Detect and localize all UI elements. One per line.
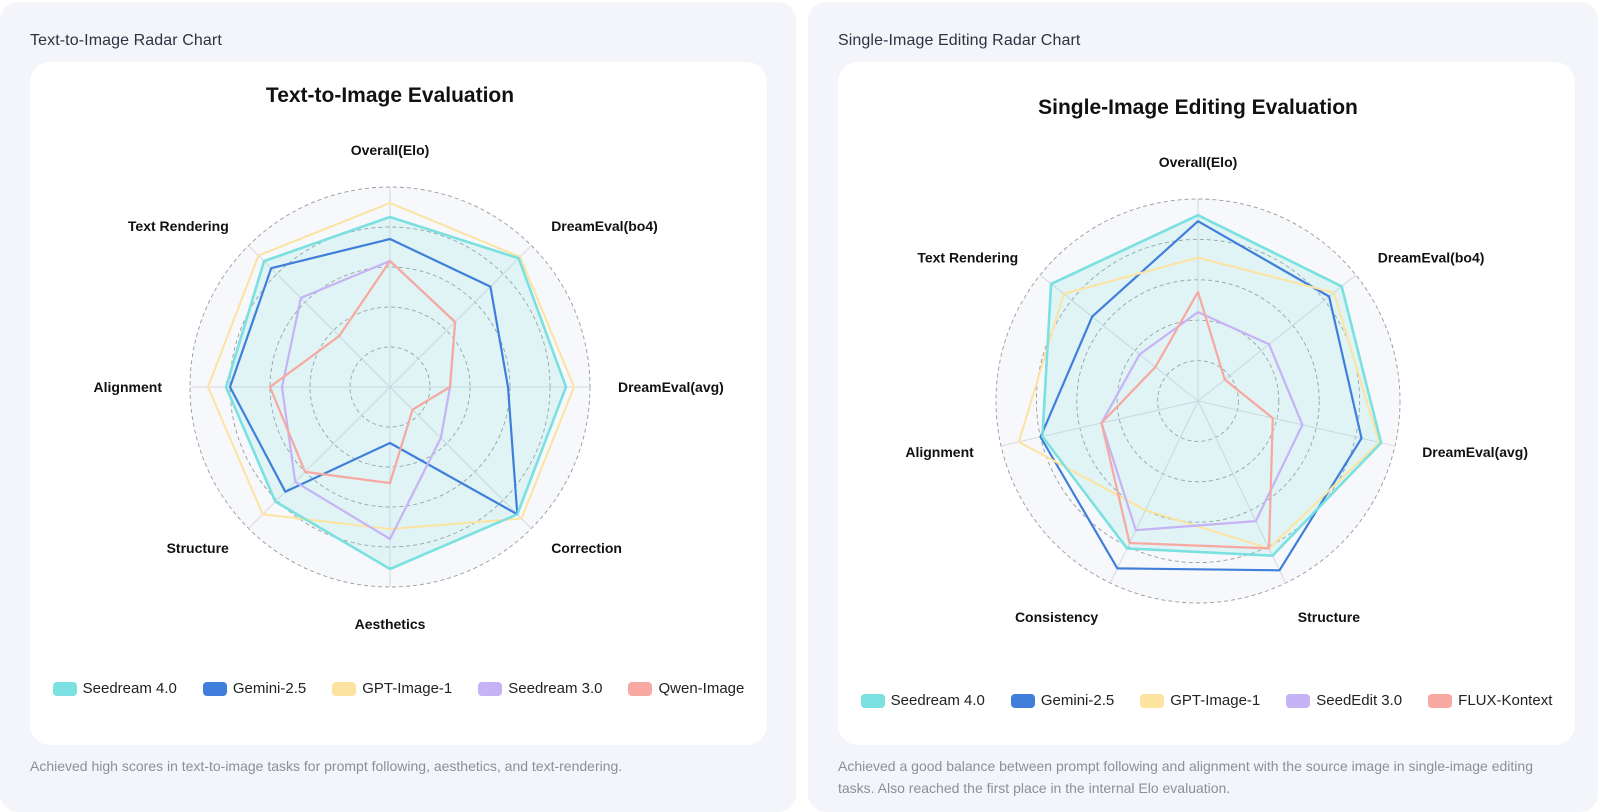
chart-legend: Seedream 4.0 Gemini-2.5 GPT-Image-1 Seedrea…	[30, 680, 767, 697]
axis-label-alignment: Alignment	[94, 379, 163, 395]
axis-label-dreameval-avg: DreamEval(avg)	[1422, 444, 1528, 460]
legend-item-qwen-image: Qwen-Image	[628, 680, 744, 697]
axis-label-consistency: Consistency	[1015, 609, 1098, 625]
axis-label-structure: Structure	[1298, 609, 1360, 625]
text-to-image-panel: Text-to-Image Radar Chart Text-to-Image …	[0, 2, 796, 812]
series-gemini-2-5	[228, 237, 519, 516]
axis-label-structure: Structure	[167, 540, 229, 556]
series-qwen-image	[268, 259, 457, 485]
radar-spoke	[1197, 400, 1287, 584]
series-flux-kontext	[1100, 290, 1274, 550]
legend-label: Seedream 4.0	[82, 680, 177, 697]
legend-swatch	[1286, 693, 1311, 708]
radar-spoke	[389, 386, 532, 529]
series-gpt-image-1	[1017, 256, 1381, 550]
axis-label-correction: Correction	[551, 540, 622, 556]
legend-swatch	[1428, 693, 1453, 708]
panel-heading: Text-to-Image Radar Chart	[30, 32, 222, 49]
radar-spoke	[1000, 400, 1199, 447]
chart-card: Single-Image Editing Evaluation Overall(…	[838, 62, 1575, 745]
radar-spoke	[1109, 400, 1199, 584]
legend-label: GPT-Image-1	[1170, 692, 1261, 709]
legend-item-gemini-2-5: Gemini-2.5	[1010, 692, 1115, 709]
single-image-editing-panel: Single-Image Editing Radar Chart Single-…	[808, 2, 1598, 812]
series-gpt-image-1	[207, 202, 575, 530]
radar-ring	[995, 198, 1401, 604]
legend-label: GPT-Image-1	[362, 680, 453, 697]
panel-caption: Achieved a good balance between prompt f…	[838, 758, 1533, 796]
axis-label-text-rendering: Text Rendering	[917, 250, 1018, 266]
legend-swatch	[860, 693, 885, 708]
radar-series	[207, 202, 575, 571]
legend-swatch	[332, 681, 357, 696]
radar-chart-text-to-image: Text-to-Image Evaluation Overall(Elo) Dre…	[94, 84, 724, 632]
legend-swatch	[628, 681, 653, 696]
legend-label: SeedEdit 3.0	[1316, 692, 1403, 709]
radar-spoke	[248, 386, 391, 529]
legend-item-gpt-image-1: GPT-Image-1	[332, 680, 452, 697]
legend-item-gemini-2-5: Gemini-2.5	[202, 680, 307, 697]
legend-swatch	[202, 681, 227, 696]
chart-title: Single-Image Editing Evaluation	[1038, 96, 1358, 119]
axis-label-dreameval-bo4: DreamEval(bo4)	[551, 218, 658, 234]
chart-title: Text-to-Image Evaluation	[266, 84, 514, 107]
axis-label-aesthetics: Aesthetics	[355, 616, 426, 632]
panel-heading: Single-Image Editing Radar Chart	[838, 32, 1081, 49]
legend-item-seededit-3-0: SeedEdit 3.0	[1286, 692, 1402, 709]
chart-card: Text-to-Image Evaluation Overall(Elo) Dre…	[30, 62, 767, 745]
legend-item-seedream-4-0: Seedream 4.0	[860, 692, 985, 709]
legend-item-flux-kontext: FLUX-Kontext	[1428, 692, 1552, 709]
axis-label-dreameval-bo4: DreamEval(bo4)	[1378, 250, 1485, 266]
legend-label: Seedream 4.0	[890, 692, 985, 709]
legend-label: Seedream 3.0	[508, 680, 603, 697]
legend-swatch	[478, 681, 503, 696]
radar-chart-single-image-editing: Single-Image Editing Evaluation Overall(…	[905, 96, 1528, 625]
legend-swatch	[1010, 693, 1035, 708]
legend-item-seedream-3-0: Seedream 3.0	[478, 680, 602, 697]
series-seedream-4-0-outline	[224, 215, 568, 571]
legend-label: Gemini-2.5	[1040, 692, 1115, 709]
radar-spoke	[248, 245, 391, 388]
axis-label-overall-elo: Overall(Elo)	[351, 142, 430, 158]
legend-item-gpt-image-1: GPT-Image-1	[1140, 692, 1260, 709]
series-seededit-3-0	[1100, 311, 1304, 532]
axis-labels: Overall(Elo) DreamEval(bo4) DreamEval(avg)…	[905, 154, 1528, 625]
legend-label: Qwen-Image	[658, 680, 745, 697]
panel-caption: Achieved high scores in text-to-image ta…	[30, 758, 623, 774]
radar-spoke	[389, 245, 532, 388]
legend-item-seedream-4-0: Seedream 4.0	[52, 680, 177, 697]
radar-spoke	[1039, 274, 1199, 402]
radar-series	[1017, 213, 1383, 572]
legend-label: FLUX-Kontext	[1458, 692, 1553, 709]
axis-label-overall-elo: Overall(Elo)	[1159, 154, 1238, 170]
radar-ring	[1035, 238, 1361, 564]
legend-swatch	[1140, 693, 1165, 708]
legend-swatch	[52, 681, 77, 696]
chart-legend: Seedream 4.0 Gemini-2.5 GPT-Image-1 SeedEdi…	[838, 692, 1575, 709]
legend-label: Gemini-2.5	[232, 680, 307, 697]
axis-label-dreameval-avg: DreamEval(avg)	[618, 379, 724, 395]
series-seedream-4-0-outline	[1041, 213, 1383, 558]
series-gemini-2-5	[1039, 220, 1363, 572]
axis-labels: Overall(Elo) DreamEval(bo4) DreamEval(avg)…	[94, 142, 724, 632]
axis-label-alignment: Alignment	[905, 444, 974, 460]
axis-label-text-rendering: Text Rendering	[128, 218, 229, 234]
